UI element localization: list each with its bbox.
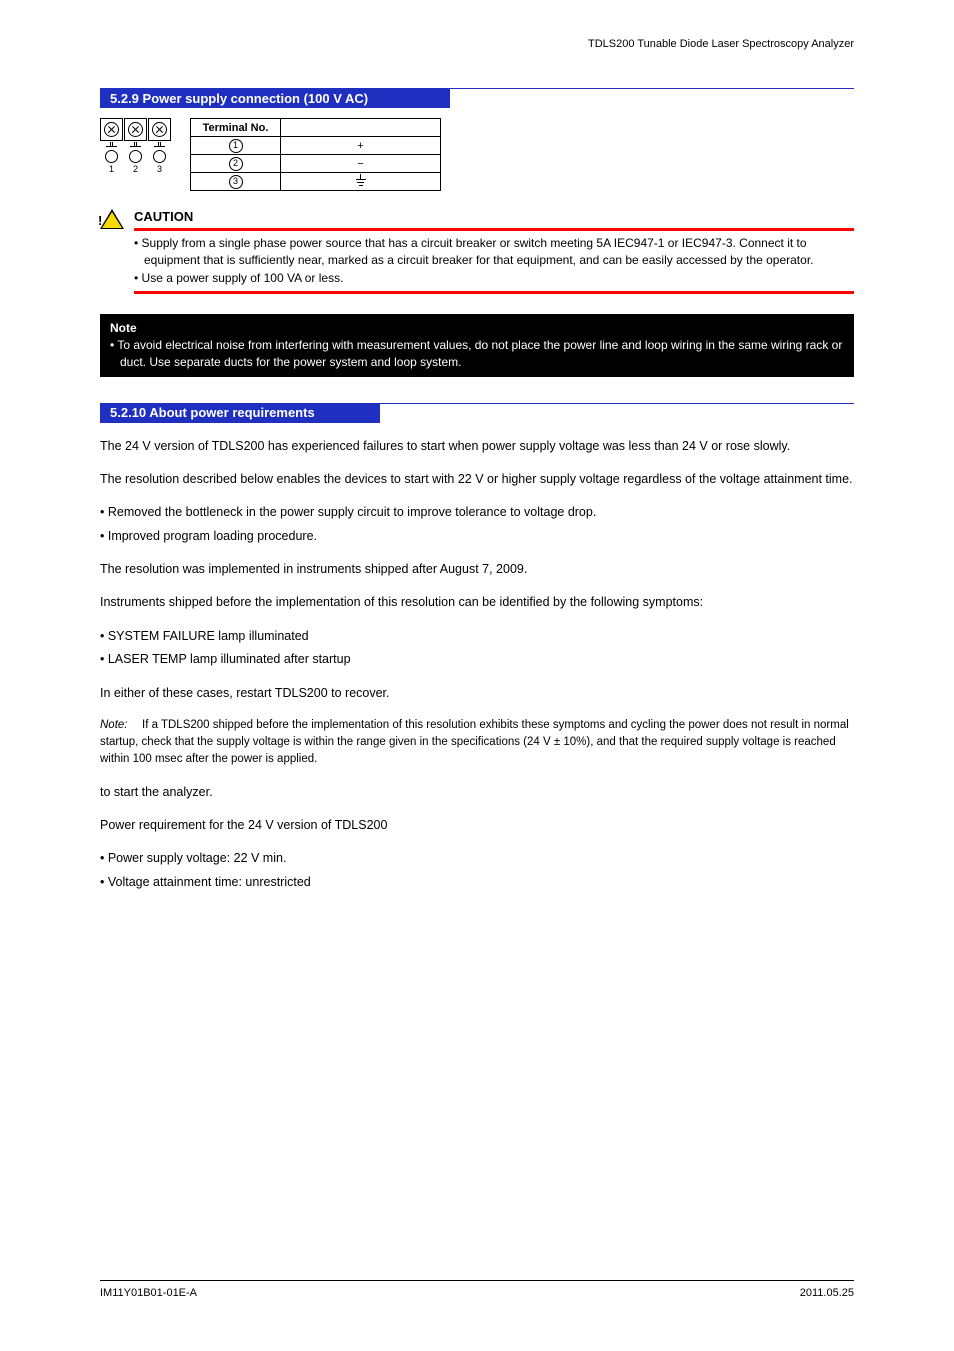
caution-triangle-icon: ! [100,209,124,244]
terminal-signal-cell: + [281,137,441,155]
terminal-number-circle: 3 [229,175,243,189]
footer-rule [100,1280,854,1281]
bullet-list: • Power supply voltage: 22 V min. • Volta… [100,849,854,892]
resolution-note: Note:If a TDLS200 shipped before the imp… [100,717,854,769]
paragraph: The resolution was implemented in instru… [100,560,854,579]
red-rule-top [134,228,854,231]
terminal-block-diagram: 1 2 3 [100,118,172,174]
paragraph: The 24 V version of TDLS200 has experien… [100,437,854,456]
pinout-table: Terminal No. 1+2−3 [190,118,441,191]
section-bar-line [450,88,854,89]
note-black-bar: Note • To avoid electrical noise from in… [100,314,854,376]
table-header-terminal-no: Terminal No. [191,119,281,137]
table-header-signal [281,119,441,137]
caution-line: • Supply from a single phase power sourc… [134,235,854,270]
bullet-item: • Power supply voltage: 22 V min. [100,849,854,868]
caution-title: CAUTION [134,209,854,224]
terminal-legs-row: 1 2 3 [100,142,172,174]
red-rule-bottom [134,291,854,294]
terminal-number-cell: 2 [191,155,281,173]
terminal-number-cell: 1 [191,137,281,155]
terminal-number-circle: 1 [229,139,243,153]
bullet-item: • SYSTEM FAILURE lamp illuminated [100,627,854,646]
ground-icon [354,174,368,188]
screw-icon [128,122,143,137]
paragraph: The resolution described below enables t… [100,470,854,489]
terminal-leg-1: 1 [100,142,123,174]
table-row: Terminal No. [191,119,441,137]
terminal-leg-2: 2 [124,142,147,174]
footer-row: IM11Y01B01-01E-A 2011.05.25 [100,1287,854,1299]
terminal-row: 1 2 3 Terminal No. 1+2−3 [100,118,854,191]
terminal-signal-cell [281,173,441,191]
terminal-block-2 [124,118,147,141]
note-label: Note: [100,717,142,734]
page-footer: IM11Y01B01-01E-A 2011.05.25 [100,1280,854,1299]
caution-content: CAUTION • Supply from a single phase pow… [134,209,854,298]
note-body-inline: If a TDLS200 shipped before the implemen… [100,719,849,766]
section-title: 5.2.9 Power supply connection (100 V AC) [110,91,368,106]
footer-date: 2011.05.25 [800,1287,854,1299]
paragraph: In either of these cases, restart TDLS20… [100,684,854,703]
terminal-number-circle: 2 [229,157,243,171]
table-row: 1+ [191,137,441,155]
terminal-block-3 [148,118,171,141]
terminal-leg-3: 3 [148,142,171,174]
section-bar-power-requirements: 5.2.10 About power requirements [100,403,854,423]
bullet-item: • LASER TEMP lamp illuminated after star… [100,650,854,669]
resolution-body: The 24 V version of TDLS200 has experien… [100,437,854,893]
footer-doc-id: IM11Y01B01-01E-A [100,1287,197,1299]
section-title: 5.2.10 About power requirements [110,405,315,420]
bullet-list: • SYSTEM FAILURE lamp illuminated • LASER… [100,627,854,670]
caution-block: ! CAUTION • Supply from a single phase p… [100,209,854,298]
section-bar-power-connection: 5.2.9 Power supply connection (100 V AC) [100,88,854,108]
caution-line: • Use a power supply of 100 VA or less. [134,270,854,287]
bullet-item: • Voltage attainment time: unrestricted [100,873,854,892]
terminal-block-1 [100,118,123,141]
caution-body: • Supply from a single phase power sourc… [134,235,854,287]
table-row: 2− [191,155,441,173]
bullet-item: • Improved program loading procedure. [100,527,854,546]
paragraph: Power requirement for the 24 V version o… [100,816,854,835]
terminal-block-top-row [100,118,172,141]
note-label: Note [110,321,137,335]
paragraph: to start the analyzer. [100,783,854,802]
section-bar-blue: 5.2.10 About power requirements [100,403,380,423]
screw-icon [104,122,119,137]
section-bar-blue: 5.2.9 Power supply connection (100 V AC) [100,88,450,108]
screw-icon [152,122,167,137]
table-row: 3 [191,173,441,191]
running-header: TDLS200 Tunable Diode Laser Spectroscopy… [588,38,854,50]
paragraph: Instruments shipped before the implement… [100,593,854,612]
section-bar-line [380,403,854,404]
terminal-number-cell: 3 [191,173,281,191]
note-black-body: • To avoid electrical noise from interfe… [110,337,844,371]
terminal-signal-cell: − [281,155,441,173]
bullet-item: • Removed the bottleneck in the power su… [100,503,854,522]
page: TDLS200 Tunable Diode Laser Spectroscopy… [0,0,954,1351]
bullet-list: • Removed the bottleneck in the power su… [100,503,854,546]
